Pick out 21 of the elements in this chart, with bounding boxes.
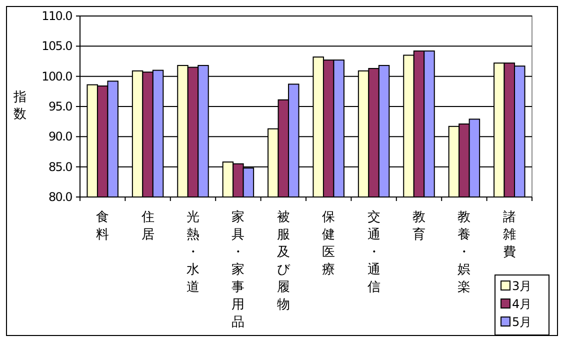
- y-tick-label: 85.0: [48, 160, 72, 174]
- x-tick-label: 教養・娯楽: [458, 210, 471, 295]
- y-tick-label: 100.0: [42, 69, 72, 84]
- x-tick-label: 食料: [96, 210, 110, 242]
- x-tick-label: 保健医療: [322, 210, 336, 278]
- legend-label: 4月: [512, 297, 532, 311]
- legend-label: 3月: [512, 279, 532, 293]
- x-tick-label: 交通・通信: [367, 209, 380, 295]
- x-tick-label: 家具・家事用品: [232, 209, 245, 330]
- x-tick-label: 教育: [412, 210, 426, 242]
- legend-label: 5月: [512, 315, 532, 329]
- y-axis-title: 指数: [12, 90, 26, 122]
- y-tick-label: 80.0: [48, 190, 72, 204]
- x-tick-label: 諸雑費: [502, 210, 516, 260]
- y-tick-label: 105.0: [42, 39, 72, 54]
- y-tick-label: 95.0: [48, 100, 72, 114]
- x-tick-label: 光熱・水道: [186, 210, 200, 295]
- y-tick-label: 110.0: [42, 9, 72, 23]
- x-tick-label: 住居: [140, 210, 154, 242]
- y-tick-label: 90.0: [48, 130, 72, 144]
- x-tick-label: 被服及び履物: [276, 210, 291, 312]
